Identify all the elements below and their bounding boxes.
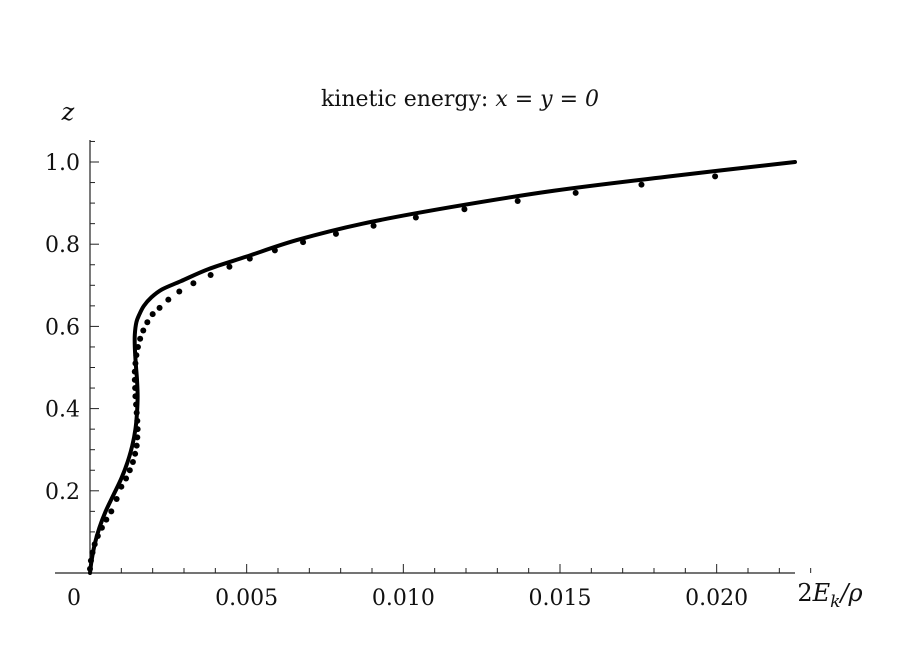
data-markers: [87, 173, 719, 572]
data-point: [133, 352, 140, 359]
data-point: [133, 442, 140, 449]
x-tick-label: 0.020: [685, 586, 748, 611]
chart-title: kinetic energy: x = y = 0: [321, 87, 599, 112]
x-axis-label: 2Ek/ρ: [797, 579, 862, 612]
data-point: [137, 335, 144, 342]
data-point: [332, 230, 339, 237]
data-point: [131, 376, 138, 383]
y-tick-label: 0.6: [45, 315, 80, 340]
data-point: [132, 450, 139, 457]
data-point: [87, 557, 94, 564]
data-point: [176, 288, 183, 295]
data-point: [572, 189, 579, 196]
x-tick-label: 0.015: [529, 586, 592, 611]
x-tick-label: 0.010: [372, 586, 435, 611]
data-point: [226, 263, 233, 270]
x-ticks: 0 0.005 0.010 0.015 0.020: [67, 564, 812, 611]
data-point: [412, 214, 419, 221]
data-point: [87, 565, 93, 572]
data-point: [271, 247, 278, 254]
data-point: [156, 304, 163, 311]
y-axis-label: z: [61, 98, 75, 126]
data-point: [370, 222, 377, 229]
data-point: [300, 239, 307, 246]
x-label-coef: 2: [797, 579, 812, 607]
data-point: [134, 417, 141, 424]
y-tick-label: 0.2: [45, 480, 80, 505]
x-label-subscript: k: [830, 592, 840, 612]
data-point: [103, 516, 110, 523]
data-point: [514, 198, 521, 205]
data-point: [132, 360, 139, 367]
x-tick-label: 0: [67, 586, 81, 611]
data-point: [134, 426, 141, 433]
data-point: [134, 434, 141, 441]
data-point: [132, 393, 139, 400]
y-tick-label: 0.4: [45, 398, 80, 423]
chart-title-text: kinetic energy:: [321, 87, 495, 112]
series-group: [88, 160, 797, 575]
data-point: [246, 255, 253, 262]
series-line: [88, 160, 797, 575]
data-point: [126, 467, 133, 474]
data-point: [132, 385, 139, 392]
y-ticks: 0.2 0.4 0.6 0.8 1.0: [45, 140, 99, 553]
data-point: [131, 368, 138, 375]
data-point: [207, 272, 214, 279]
x-label-var: E: [812, 579, 831, 607]
x-tick-label: 0.005: [215, 586, 278, 611]
data-point: [165, 296, 172, 303]
data-point: [129, 459, 136, 466]
data-point: [133, 401, 140, 408]
axes: [55, 140, 795, 574]
y-tick-label: 1.0: [45, 151, 80, 176]
data-point: [638, 181, 645, 188]
data-point: [89, 549, 96, 556]
data-point: [91, 541, 98, 548]
data-point: [113, 496, 120, 503]
x-label-denominator: /ρ: [838, 579, 862, 607]
data-point: [712, 173, 719, 180]
chart-title-math: x = y = 0: [495, 87, 599, 112]
data-point: [134, 343, 141, 350]
data-point: [133, 409, 140, 416]
data-point: [144, 319, 151, 326]
data-point: [98, 524, 105, 531]
data-point: [118, 483, 125, 490]
data-point: [461, 206, 468, 213]
data-point: [123, 475, 130, 482]
data-point: [108, 508, 115, 515]
y-tick-label: 0.8: [45, 233, 80, 258]
data-point: [149, 311, 156, 318]
data-point: [190, 280, 197, 287]
data-point: [140, 327, 147, 334]
data-point: [94, 533, 101, 540]
